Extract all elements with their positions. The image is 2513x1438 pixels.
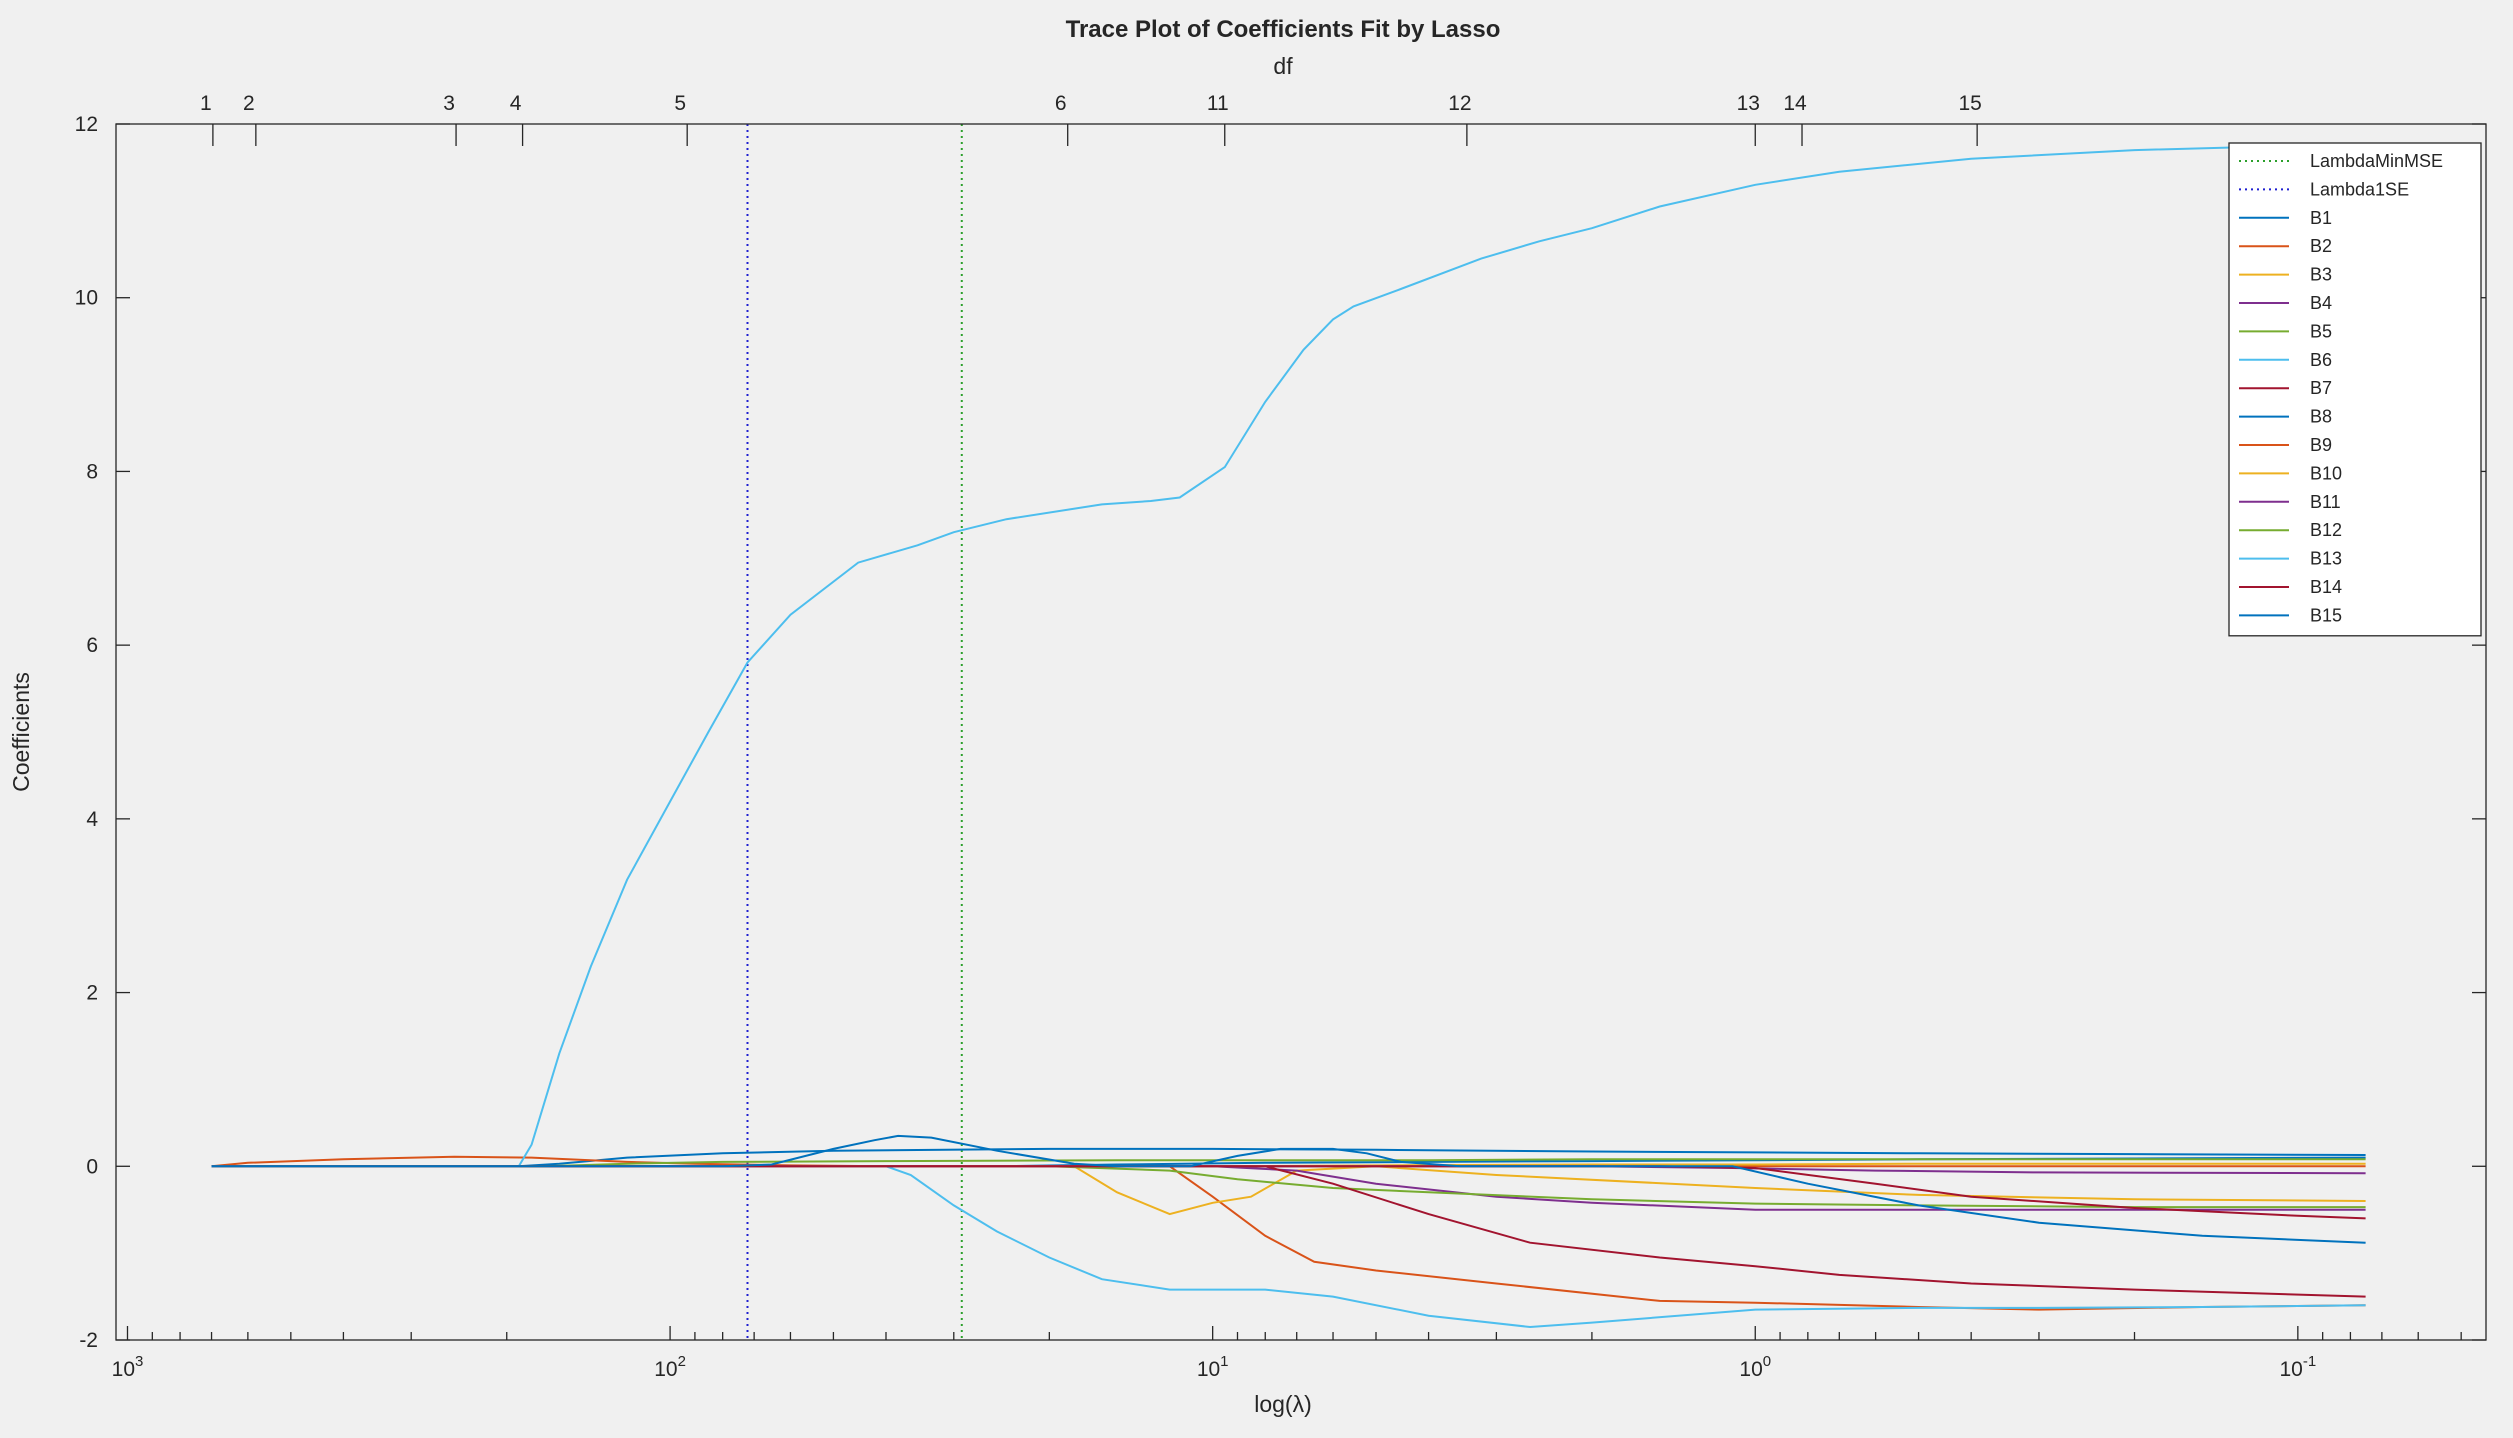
- df-tick-label: 5: [674, 92, 686, 115]
- legend-label: Lambda1SE: [2310, 179, 2409, 199]
- legend-label: B14: [2310, 577, 2342, 597]
- legend-label: B5: [2310, 321, 2332, 341]
- plot-area: [116, 124, 2486, 1340]
- legend-label: B4: [2310, 293, 2332, 313]
- series-line-b12: [211, 1158, 2366, 1168]
- coefficient-series: [211, 143, 2366, 1329]
- series-line-b15: [211, 1134, 2366, 1244]
- top-axis-label: df: [1273, 53, 1293, 79]
- legend: LambdaMinMSE Lambda1SE B1 B2 B3 B4 B5 B6 B7 B8 B9 B…: [2228, 142, 2482, 637]
- legend-label: B6: [2310, 350, 2332, 370]
- legend-label: B15: [2310, 605, 2342, 625]
- x-tick-label: 102: [654, 1353, 686, 1381]
- legend-label: B10: [2310, 463, 2342, 483]
- legend-box: [2228, 142, 2482, 637]
- df-tick-label: 2: [243, 92, 255, 115]
- legend-label: B8: [2310, 407, 2332, 427]
- y-tick-label: 10: [75, 287, 98, 310]
- df-tick-label: 15: [1958, 92, 1981, 115]
- series-line-b8: [211, 1147, 2366, 1168]
- df-tick-label: 3: [443, 92, 455, 115]
- y-axis-label: Coefficients: [8, 672, 34, 792]
- legend-label: B3: [2310, 265, 2332, 285]
- legend-label: B11: [2310, 492, 2341, 512]
- y-tick-label: 6: [86, 634, 98, 657]
- legend-label: B1: [2310, 208, 2332, 228]
- y-tick-label: 2: [86, 982, 98, 1005]
- x-axis: 103 102 101 100 10-1: [112, 1326, 2462, 1381]
- x-tick-label: 100: [1739, 1353, 1771, 1381]
- legend-label: B7: [2310, 378, 2332, 398]
- reference-lines: [746, 124, 963, 1340]
- df-tick-label: 14: [1783, 92, 1807, 115]
- df-tick-label: 13: [1737, 92, 1760, 115]
- x-tick-label: 10-1: [2279, 1353, 2316, 1381]
- x-tick-label: 101: [1197, 1353, 1229, 1381]
- series-line-b6: [211, 1165, 2366, 1329]
- x-tick-label: 103: [112, 1353, 144, 1381]
- df-tick-label: 12: [1448, 92, 1471, 115]
- plot-frame: [115, 123, 2487, 1341]
- df-tick-label: 11: [1207, 92, 1229, 115]
- legend-label: B9: [2310, 435, 2332, 455]
- x-axis-label: log(λ): [1254, 1391, 1312, 1417]
- y-tick-label: 0: [86, 1155, 98, 1178]
- legend-label: B13: [2310, 549, 2342, 569]
- y-tick-label: 8: [86, 460, 98, 483]
- legend-label: LambdaMinMSE: [2310, 151, 2443, 171]
- df-tick-label: 4: [510, 92, 522, 115]
- series-line-b13: [211, 143, 2366, 1168]
- y-tick-label: 12: [75, 113, 98, 136]
- chart-title: Trace Plot of Coefficients Fit by Lasso: [1066, 16, 1501, 43]
- series-line-b14: [211, 1165, 2366, 1220]
- y-tick-label: 4: [86, 808, 98, 831]
- df-tick-label: 6: [1055, 92, 1067, 115]
- legend-label: B12: [2310, 520, 2342, 540]
- legend-label: B2: [2310, 236, 2332, 256]
- df-tick-label: 1: [200, 92, 212, 115]
- df-axis: 1 2 3 4 5 6 11 12 13 14 15: [200, 92, 1982, 146]
- y-tick-label: -2: [79, 1329, 98, 1352]
